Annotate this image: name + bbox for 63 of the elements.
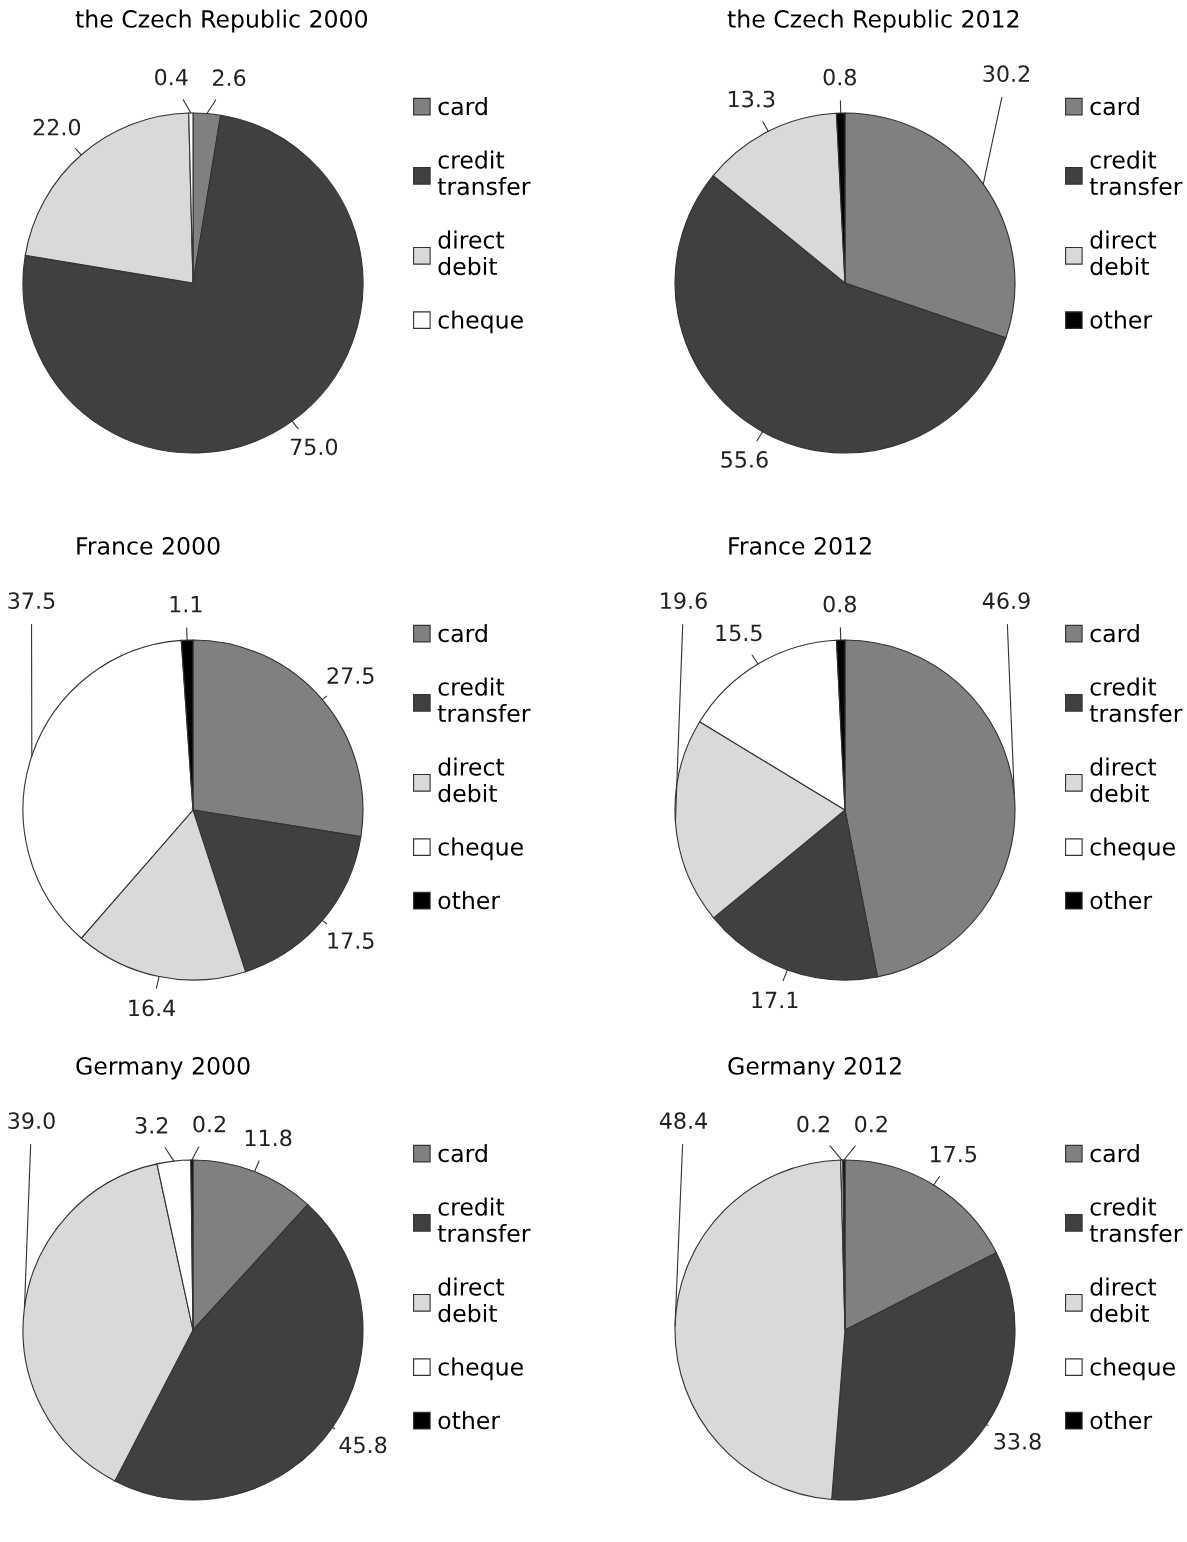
legend-label: direct debit <box>1090 1277 1157 1323</box>
legend-label: other <box>1090 1411 1153 1430</box>
legend-label: credit transfer <box>437 150 531 196</box>
data-label: 75.0 <box>290 438 338 456</box>
chart-title: France 2000 <box>77 536 220 555</box>
data-label: 55.6 <box>721 451 768 468</box>
legend-label: other <box>438 891 501 910</box>
chart-title: Germany 2000 <box>76 1056 250 1080</box>
data-label: 17.1 <box>752 991 798 1009</box>
legend-label: other <box>1090 310 1153 329</box>
legend-label: cheque <box>438 837 523 861</box>
data-label: 39.0 <box>8 1112 55 1130</box>
data-label: 16.4 <box>129 999 176 1017</box>
data-label: 15.5 <box>716 624 762 642</box>
legend-label: direct debit <box>1090 230 1157 276</box>
data-label: 0.2 <box>797 1115 829 1133</box>
data-label: 17.5 <box>930 1145 977 1163</box>
data-label: 0.4 <box>155 68 188 86</box>
data-label: 11.8 <box>245 1129 292 1147</box>
chart-title: Germany 2012 <box>728 1056 901 1080</box>
data-label: 48.4 <box>659 1112 707 1130</box>
legend-label: credit transfer <box>1089 150 1183 196</box>
legend-label: direct debit <box>1090 757 1157 803</box>
data-label: 46.9 <box>982 592 1030 610</box>
data-label: 17.5 <box>328 932 374 949</box>
data-label: 3.2 <box>135 1116 168 1134</box>
legend-label: cheque <box>1090 1357 1175 1381</box>
data-label: 22.0 <box>33 118 81 136</box>
pie-slice <box>22 114 364 454</box>
data-label: 13.3 <box>729 90 775 108</box>
legend-label: card <box>1090 96 1139 116</box>
data-label: 37.5 <box>8 592 55 610</box>
legend-label: credit transfer <box>437 677 531 723</box>
data-label: 0.8 <box>823 68 856 86</box>
chart-title: the Czech Republic 2012 <box>727 9 1019 33</box>
legend-label: direct debit <box>438 230 505 276</box>
data-label: 45.8 <box>339 1436 387 1454</box>
data-label: 2.6 <box>213 69 246 87</box>
data-label: 0.2 <box>193 1115 225 1133</box>
chart-title: the Czech Republic 2000 <box>75 9 368 33</box>
legend-label: cheque <box>438 310 523 334</box>
legend-label: cheque <box>1090 837 1175 861</box>
data-label: 1.1 <box>170 596 202 613</box>
legend-label: direct debit <box>438 1277 505 1323</box>
legend-label: other <box>1090 891 1153 910</box>
legend-label: cheque <box>438 1357 523 1381</box>
legend-label: credit transfer <box>1089 1197 1183 1243</box>
data-label: 33.8 <box>994 1432 1041 1450</box>
legend-label: credit transfer <box>1089 677 1183 723</box>
data-label: 19.6 <box>661 592 707 610</box>
legend-label: other <box>438 1411 501 1430</box>
legend-label: card <box>438 623 487 643</box>
data-label: 27.5 <box>327 667 374 684</box>
legend-label: card <box>1090 1143 1139 1163</box>
legend-label: card <box>438 1143 487 1163</box>
chart-title: France 2012 <box>729 536 871 555</box>
data-label: 0.8 <box>823 595 856 613</box>
data-label: 30.2 <box>983 65 1030 83</box>
legend-label: direct debit <box>438 757 505 803</box>
legend-label: card <box>1090 623 1139 643</box>
legend-label: credit transfer <box>437 1197 531 1243</box>
data-label: 0.2 <box>855 1115 887 1133</box>
legend-label: card <box>438 96 487 116</box>
